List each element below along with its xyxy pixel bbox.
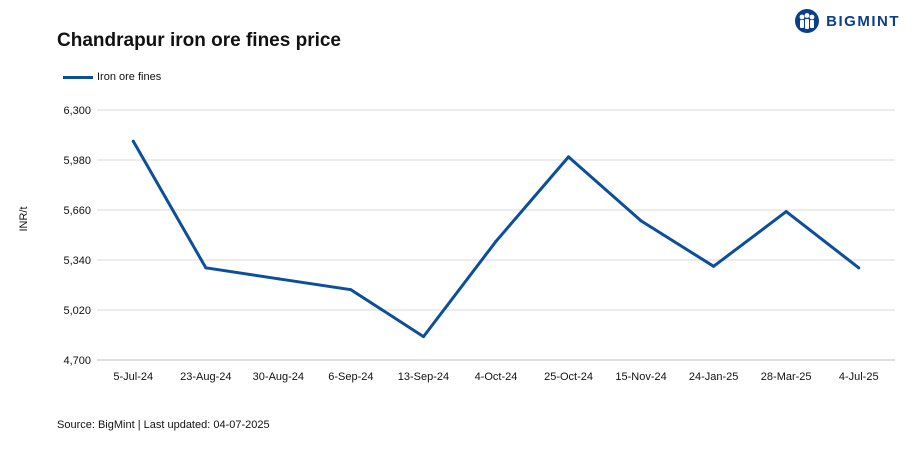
data-point bbox=[421, 335, 425, 339]
legend-label: Iron ore fines bbox=[97, 71, 162, 83]
x-tick-label: 13-Sep-24 bbox=[398, 371, 449, 383]
brand-name: BIGMINT bbox=[826, 12, 900, 30]
x-tick-label: 5-Jul-24 bbox=[113, 371, 153, 383]
y-axis-title: INR/t bbox=[18, 206, 30, 231]
data-point bbox=[639, 219, 643, 223]
x-tick-label: 4-Oct-24 bbox=[475, 371, 518, 383]
y-tick-label: 5,020 bbox=[63, 305, 91, 317]
data-point bbox=[567, 155, 571, 159]
series-layer bbox=[131, 139, 861, 339]
data-point bbox=[494, 239, 498, 243]
x-tick-label: 15-Nov-24 bbox=[615, 371, 666, 383]
source-note: Source: BigMint | Last updated: 04-07-20… bbox=[57, 419, 270, 431]
data-point bbox=[712, 264, 716, 268]
data-point bbox=[349, 288, 353, 292]
x-tick-label: 23-Aug-24 bbox=[180, 371, 231, 383]
y-tick-label: 4,700 bbox=[63, 355, 91, 367]
x-tick-label: 24-Jan-25 bbox=[689, 371, 739, 383]
series-line bbox=[131, 139, 861, 339]
bigmint-logo-icon bbox=[795, 9, 820, 33]
x-tick-label: 6-Sep-24 bbox=[328, 371, 373, 383]
data-point bbox=[204, 266, 208, 270]
data-point bbox=[131, 139, 135, 143]
y-tick-label: 5,660 bbox=[63, 205, 91, 217]
x-tick-label: 25-Oct-24 bbox=[544, 371, 593, 383]
y-tick-label: 5,340 bbox=[63, 255, 91, 267]
chart-title: Chandrapur iron ore fines price bbox=[57, 30, 341, 51]
x-tick-label: 30-Aug-24 bbox=[253, 371, 304, 383]
chart-legend: Iron ore fines bbox=[63, 71, 161, 83]
x-axis-ticks: 5-Jul-24 23-Aug-24 30-Aug-24 6-Sep-24 13-Sep… bbox=[113, 371, 878, 383]
brand-logo: BIGMINT bbox=[794, 8, 900, 34]
data-point bbox=[276, 277, 280, 281]
legend-swatch bbox=[63, 75, 93, 79]
y-tick-label: 5,980 bbox=[63, 155, 91, 167]
x-tick-label: 28-Mar-25 bbox=[761, 371, 812, 383]
data-point bbox=[784, 210, 788, 214]
gridlines bbox=[97, 109, 895, 361]
data-point bbox=[857, 266, 861, 270]
x-tick-label: 4-Jul-25 bbox=[839, 371, 879, 383]
y-tick-label: 6,300 bbox=[63, 105, 91, 117]
y-axis-ticks: 4,700 5,020 5,340 5,660 5,980 6,300 bbox=[63, 105, 91, 367]
